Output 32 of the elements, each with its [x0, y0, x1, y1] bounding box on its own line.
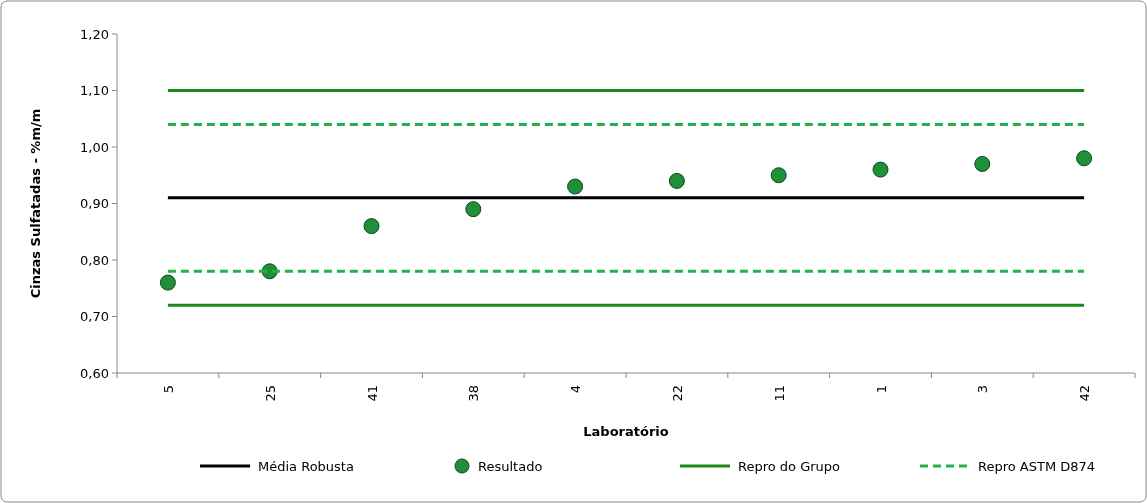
y-tick-label: 0,80: [80, 252, 109, 268]
legend-label: Média Robusta: [258, 458, 354, 474]
point: [363, 218, 380, 235]
point: [465, 201, 482, 218]
x-tick-label: 11: [771, 385, 787, 402]
x-axis-title: Laboratório: [583, 424, 669, 439]
x-tick-label: 3: [975, 385, 991, 394]
point: [1076, 150, 1093, 167]
x-tick-label: 4: [568, 385, 584, 394]
y-tick-label: 0,60: [80, 365, 109, 381]
x-tick-label: 5: [160, 385, 176, 394]
point: [668, 172, 685, 189]
point: [159, 274, 176, 291]
y-tick-label: 1,00: [80, 139, 109, 155]
y-tick-label: 1,10: [80, 83, 109, 99]
y-tick-label: 1,20: [80, 26, 109, 42]
y-axis-title: Cinzas Sulfatadas - %m/m: [28, 108, 43, 299]
x-tick-label: 25: [262, 385, 278, 402]
legend-label: Repro do Grupo: [738, 458, 841, 474]
x-tick-label: 22: [669, 385, 685, 402]
point: [770, 167, 787, 184]
y-tick-label: 0,70: [80, 309, 109, 325]
point: [872, 161, 889, 178]
y-tick-label: 0,90: [80, 196, 109, 212]
legend-label: Repro ASTM D874: [978, 458, 1096, 474]
x-tick-label: 42: [1077, 385, 1093, 402]
legend-label: Resultado: [478, 458, 543, 474]
point: [974, 155, 991, 172]
x-tick-label: 41: [364, 385, 380, 402]
point: [567, 178, 584, 195]
x-tick-label: 38: [466, 385, 482, 402]
x-tick-label: 1: [873, 385, 889, 394]
